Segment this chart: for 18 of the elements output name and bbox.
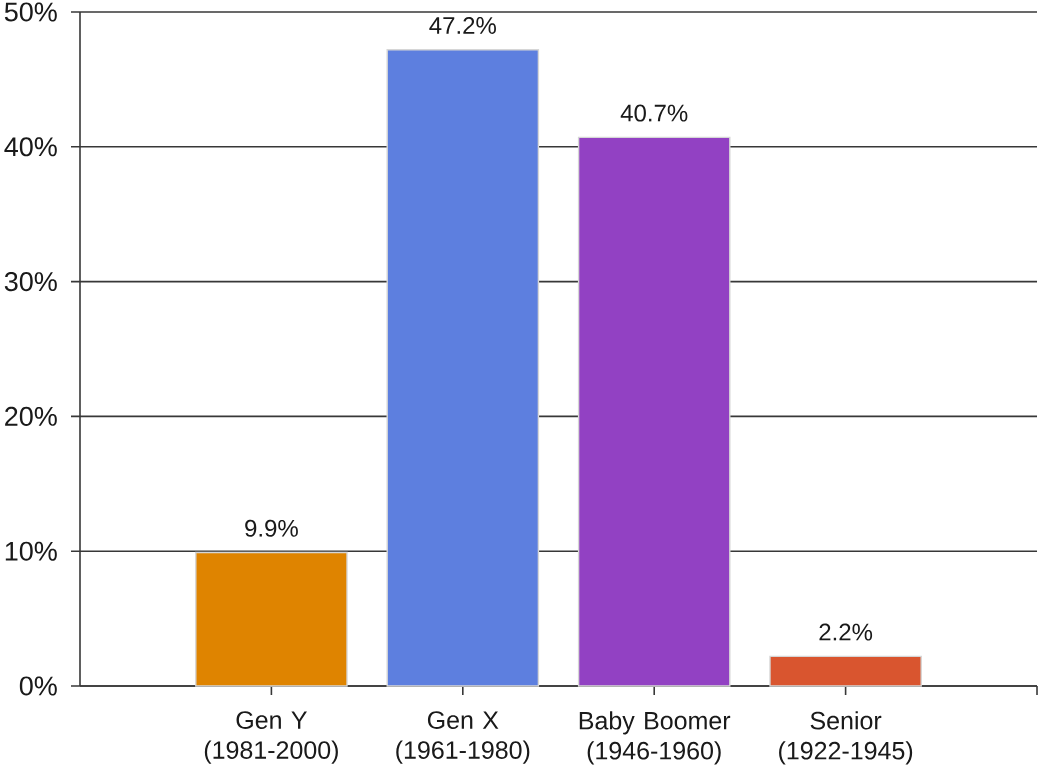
bar [386, 49, 540, 687]
bar [195, 551, 348, 687]
data-label: 2.2% [819, 623, 873, 641]
y-tick-label: 10% [5, 541, 57, 561]
data-label: 9.9% [245, 519, 298, 537]
y-tick-label: 40% [4, 137, 57, 157]
y-tick-label: 20% [5, 406, 57, 426]
data-label: 47.2% [429, 16, 496, 34]
data-label: 40.7% [620, 104, 688, 122]
y-tick-label: 30% [4, 272, 57, 292]
bar [577, 136, 731, 687]
x-tick-label: Gen X (1961-1980) [396, 711, 530, 764]
y-tick-label: 50% [4, 2, 57, 22]
x-tick-label: Baby Boomer (1946-1960) [579, 711, 731, 765]
x-tick-label: Gen Y (1981-2000) [204, 711, 338, 764]
bar [769, 655, 922, 687]
y-tick-label: 0% [19, 676, 57, 696]
x-tick-label: Senior (1922-1945) [779, 711, 913, 765]
